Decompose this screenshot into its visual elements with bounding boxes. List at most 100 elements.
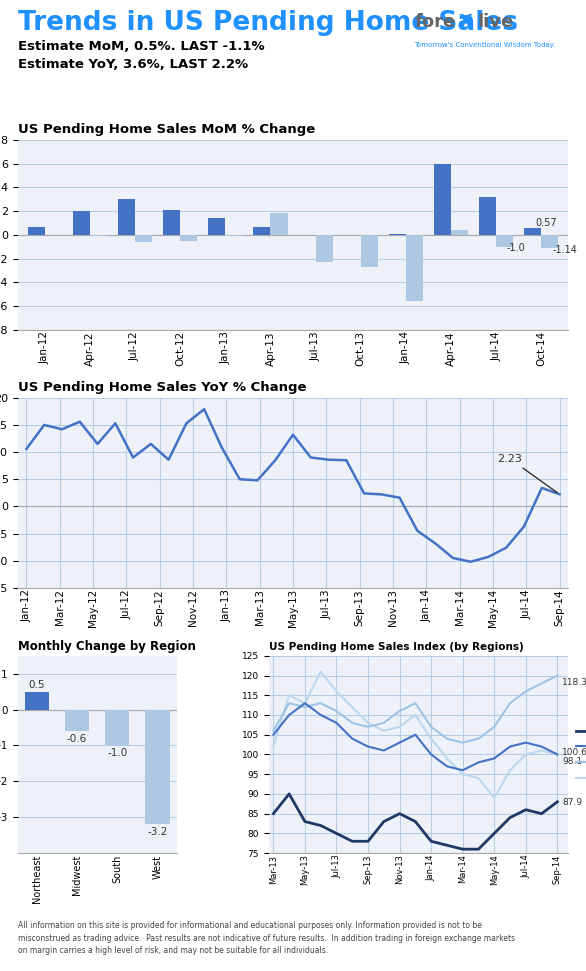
South [490, 721, 498, 733]
Northeast [506, 812, 513, 823]
South [349, 717, 356, 728]
Bar [25, 691, 49, 710]
South [522, 686, 529, 697]
Midwest [412, 729, 419, 741]
Midwest [270, 729, 277, 741]
Text: Trends in US Pending Home Sales: Trends in US Pending Home Sales [18, 10, 517, 36]
Bar [225, 235, 243, 236]
Bar [406, 235, 423, 301]
Bar [270, 214, 288, 235]
Text: X: X [458, 13, 472, 31]
South [506, 697, 513, 709]
South [301, 701, 308, 713]
West [459, 768, 466, 780]
West [475, 772, 482, 784]
Text: 100.6: 100.6 [562, 748, 586, 756]
Bar [118, 199, 135, 235]
Text: Tomorrow's Conventional Wisdom Today.: Tomorrow's Conventional Wisdom Today. [414, 42, 556, 48]
Midwest [490, 753, 498, 764]
Text: -0.6: -0.6 [67, 734, 87, 744]
Bar [135, 235, 152, 242]
South [554, 670, 561, 682]
Text: Estimate MoM, 0.5%. LAST -1.1%: Estimate MoM, 0.5%. LAST -1.1% [18, 40, 264, 52]
Northeast [317, 820, 324, 831]
West [333, 686, 340, 697]
Bar [316, 235, 333, 262]
West [490, 792, 498, 804]
Text: 0.5: 0.5 [29, 680, 45, 689]
Midwest [475, 756, 482, 768]
South [459, 737, 466, 749]
Bar [208, 218, 225, 235]
West [538, 745, 545, 756]
Midwest [380, 745, 387, 756]
Midwest [396, 737, 403, 749]
Northeast [396, 808, 403, 820]
Northeast [538, 808, 545, 820]
Text: fore: fore [414, 13, 455, 31]
West [364, 717, 372, 728]
Midwest [538, 741, 545, 753]
West [444, 753, 451, 764]
Text: -3.2: -3.2 [147, 827, 168, 837]
West [380, 725, 387, 737]
Text: 87.9: 87.9 [562, 798, 582, 807]
West [285, 689, 292, 701]
West [412, 709, 419, 720]
Northeast [522, 804, 529, 816]
Bar [28, 226, 45, 235]
Text: -1.0: -1.0 [107, 749, 127, 758]
Midwest [428, 749, 435, 760]
Text: Monthly Change by Region: Monthly Change by Region [18, 640, 196, 653]
Midwest [522, 737, 529, 749]
South [285, 697, 292, 709]
Line: Northeast: Northeast [274, 794, 557, 850]
Northeast [364, 835, 372, 847]
West [522, 749, 529, 760]
Bar [145, 710, 169, 824]
South [428, 721, 435, 733]
Midwest [444, 760, 451, 772]
South [333, 705, 340, 717]
Northeast [475, 844, 482, 855]
Bar [90, 235, 107, 236]
Northeast [285, 788, 292, 800]
Bar [253, 226, 270, 235]
Legend: Northeast, Midwest, South, West: Northeast, Midwest, South, West [573, 723, 586, 786]
Bar [524, 228, 541, 235]
Line: West: West [274, 672, 557, 798]
West [349, 701, 356, 713]
South [364, 721, 372, 733]
Bar [479, 197, 496, 235]
Bar [73, 211, 90, 235]
Text: US Pending Home Sales MoM % Change: US Pending Home Sales MoM % Change [18, 123, 315, 136]
Midwest [301, 697, 308, 709]
Text: live: live [478, 13, 514, 31]
Midwest [459, 764, 466, 776]
Northeast [301, 816, 308, 827]
Text: -1.14: -1.14 [552, 245, 577, 254]
Bar [180, 235, 197, 241]
Bar [163, 210, 180, 235]
Text: Estimate YoY, 3.6%, LAST 2.2%: Estimate YoY, 3.6%, LAST 2.2% [18, 58, 248, 71]
Bar [451, 230, 468, 235]
Line: Midwest: Midwest [274, 703, 557, 770]
Northeast [459, 844, 466, 855]
South [396, 705, 403, 717]
Text: US Pending Home Sales YoY % Change: US Pending Home Sales YoY % Change [18, 381, 306, 394]
Bar [434, 163, 451, 235]
Bar [389, 234, 406, 235]
Northeast [428, 835, 435, 847]
Midwest [349, 733, 356, 745]
Text: -1.0: -1.0 [507, 243, 526, 252]
Northeast [412, 816, 419, 827]
Text: 0.57: 0.57 [535, 218, 557, 228]
West [270, 741, 277, 753]
Bar [541, 235, 558, 249]
West [428, 733, 435, 745]
South [444, 733, 451, 745]
Text: 2.23: 2.23 [498, 453, 557, 492]
South [317, 697, 324, 709]
Northeast [554, 796, 561, 808]
South [538, 678, 545, 689]
